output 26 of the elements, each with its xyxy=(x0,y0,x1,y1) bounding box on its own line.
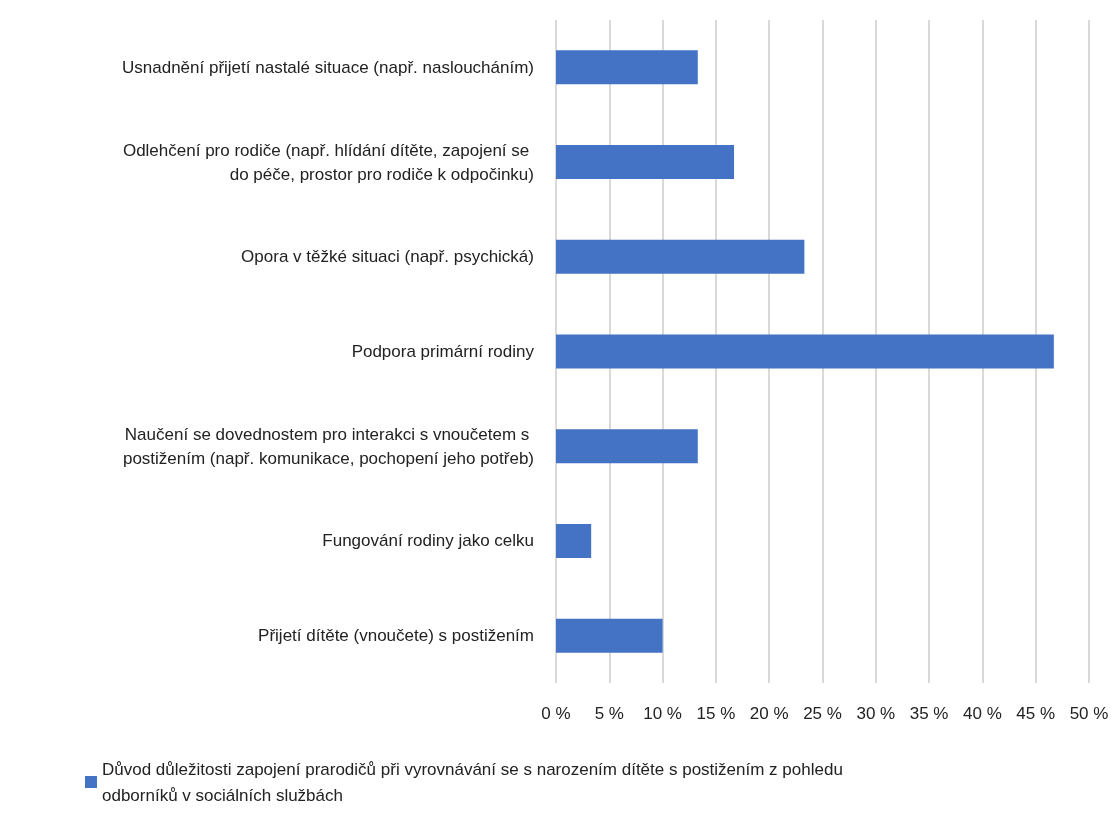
y-tick-label: Přijetí dítěte (vnoučete) s postižením xyxy=(258,626,534,646)
y-tick-label: Opora v těžké situaci (např. psychická) xyxy=(241,247,534,267)
x-tick-label: 40 % xyxy=(963,704,1002,723)
bar xyxy=(556,618,663,653)
x-tick-label: 5 % xyxy=(594,704,624,723)
bar xyxy=(556,334,1054,369)
y-tick-label: Fungování rodiny jako celku xyxy=(322,531,534,551)
bar xyxy=(556,523,592,558)
x-tick-label: 30 % xyxy=(856,704,896,723)
x-tick-label: 10 % xyxy=(643,704,682,723)
legend-label: Důvod důležitosti zapojení prarodičů při vyrovnávání se s narozením dítěte s postižením z pohledu odborníků v sociálních službách xyxy=(102,759,848,805)
x-tick-label: 0 % xyxy=(541,704,571,723)
bar xyxy=(556,50,698,85)
x-tick-label: 35 % xyxy=(909,704,949,723)
bar xyxy=(556,429,698,464)
x-tick-label: 50 % xyxy=(1069,704,1109,723)
x-tick-label: 25 % xyxy=(803,704,842,723)
y-tick-label: Naučení se dovednostem pro interakci s vnoučetem s postižením (např. komunikace, pochopení jeho potřeb) xyxy=(122,424,534,468)
bar xyxy=(556,239,805,274)
y-tick-label: Usnadnění přijetí nastalé situace (např. nasloucháním) xyxy=(121,57,534,77)
x-tick-label: 20 % xyxy=(749,704,789,723)
y-tick-label: Odlehčení pro rodiče (např. hlídání dítěte, zapojení se do péče, prostor pro rodiče k odpočinku) xyxy=(122,140,534,184)
bar xyxy=(556,145,735,180)
x-tick-label: 15 % xyxy=(696,704,736,723)
y-tick-label: Podpora primární rodiny xyxy=(351,342,535,361)
x-tick-label: 45 % xyxy=(1016,704,1056,723)
